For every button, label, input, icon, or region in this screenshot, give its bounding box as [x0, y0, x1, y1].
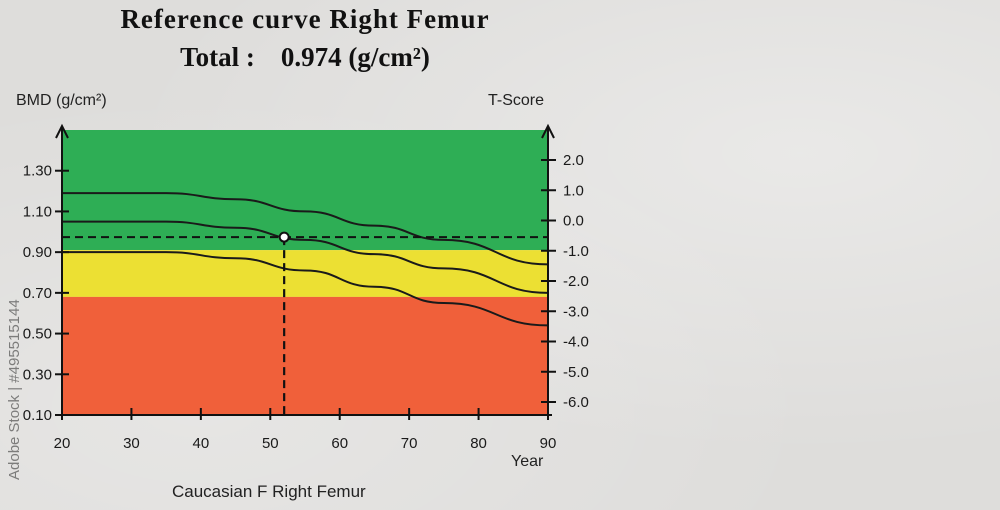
report-title: Reference curve Right Femur	[120, 4, 490, 34]
y-tick-label: 1.30	[23, 163, 52, 180]
y-tick-label: 0.90	[23, 244, 52, 261]
t-tick-label: 0.0	[563, 213, 584, 230]
y-tick-label: 0.70	[23, 285, 52, 302]
x-axis-label: Year	[511, 453, 544, 470]
y-axis-label: BMD (g/cm²)	[16, 92, 107, 109]
t-tick-label: 2.0	[563, 152, 584, 169]
t-tick-label: -4.0	[563, 334, 589, 351]
x-tick-label: 90	[540, 435, 557, 452]
band-osteoporosis	[62, 296, 548, 415]
classification-bands	[62, 130, 548, 415]
right-axis-arrow	[541, 123, 555, 139]
x-tick-label: 40	[193, 435, 210, 452]
t-tick-label: -3.0	[563, 303, 589, 320]
x-tick-label: 70	[401, 435, 418, 452]
total-label: Total :	[180, 42, 255, 72]
left-axis-arrow	[55, 123, 69, 139]
t-tick-label: -5.0	[563, 364, 589, 381]
x-tick-label: 30	[123, 435, 140, 452]
t-tick-label: -6.0	[563, 394, 589, 411]
x-tick-label: 20	[54, 435, 71, 452]
y-tick-label: 0.30	[23, 366, 52, 383]
x-tick-label: 80	[470, 435, 487, 452]
reference-curve-3	[62, 251, 549, 327]
reference-curves	[62, 192, 549, 327]
x-tick-label: 60	[331, 435, 348, 452]
chart-axes: 0.10 0.30 0.50 0.70 0.90 1.10 1.30 2.0 1.0 0.0 -1.…	[23, 123, 589, 452]
watermark-text: Adobe Stock | #495515144	[6, 299, 23, 480]
reference-curve-1	[62, 192, 549, 266]
chart-caption: Caucasian F Right Femur	[172, 482, 366, 501]
y-tick-label: 0.50	[23, 326, 52, 343]
t-tick-label: 1.0	[563, 182, 584, 199]
patient-marker	[62, 231, 548, 415]
y2-axis-label: T-Score	[488, 92, 545, 109]
t-tick-label: -2.0	[563, 273, 589, 290]
y-tick-label: 0.10	[23, 407, 52, 424]
band-normal	[62, 130, 548, 251]
y-tick-label: 1.10	[23, 203, 52, 220]
patient-point	[278, 231, 290, 243]
t-tick-label: -1.0	[563, 243, 589, 260]
total-value: 0.974 (g/cm²)	[280, 42, 430, 72]
band-osteopenia	[62, 250, 548, 297]
x-tick-label: 50	[262, 435, 279, 452]
total-line: Total : 0.974 (g/cm²)	[0, 42, 610, 73]
reference-curve-2	[62, 220, 549, 294]
